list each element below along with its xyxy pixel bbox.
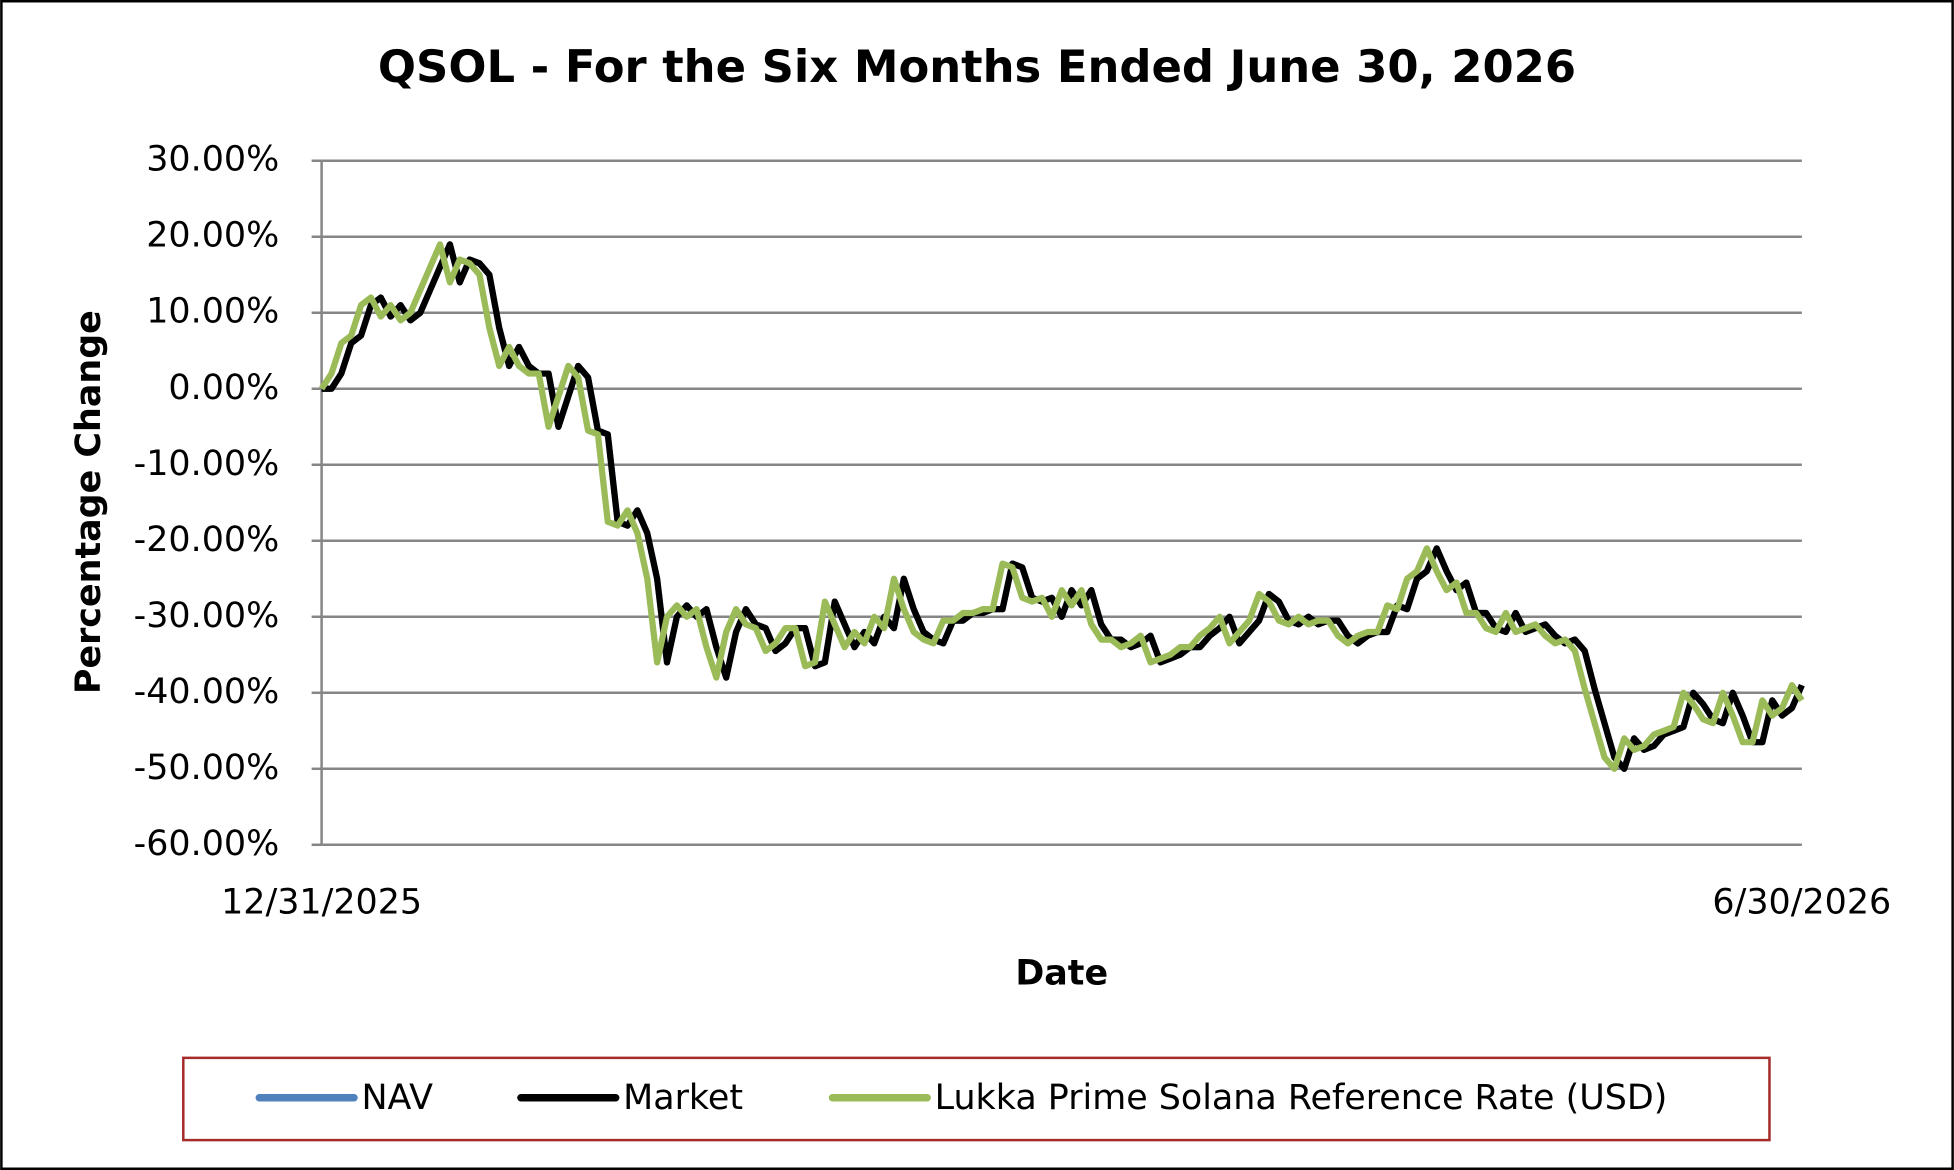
- x-tick-label: 12/31/2025: [221, 882, 422, 922]
- y-tick-label: 10.00%: [146, 292, 279, 332]
- series-line: [321, 241, 1805, 772]
- legend-box: [182, 1056, 1771, 1142]
- y-axis-label: Percentage Change: [69, 310, 109, 694]
- legend-label: NAV: [361, 1078, 433, 1118]
- y-tick-label: -10.00%: [134, 444, 280, 484]
- y-tick-label: 20.00%: [146, 216, 279, 256]
- x-tick-label: 6/30/2026: [1712, 882, 1891, 922]
- y-tick-label: -40.00%: [134, 672, 280, 712]
- y-tick-label: -30.00%: [134, 596, 280, 636]
- series-line: [318, 241, 1805, 772]
- chart-title: QSOL - For the Six Months Ended June 30,…: [378, 40, 1576, 93]
- y-tick-label: -50.00%: [134, 748, 280, 788]
- legend-label: Lukka Prime Solana Reference Rate (USD): [935, 1078, 1668, 1118]
- y-tick-label: 0.00%: [168, 368, 279, 408]
- y-tick-label: 30.00%: [146, 140, 279, 180]
- x-axis-label: Date: [1015, 953, 1108, 993]
- y-tick-label: -60.00%: [134, 824, 280, 864]
- legend-label: Market: [623, 1078, 743, 1118]
- y-tick-label: -20.00%: [134, 520, 280, 560]
